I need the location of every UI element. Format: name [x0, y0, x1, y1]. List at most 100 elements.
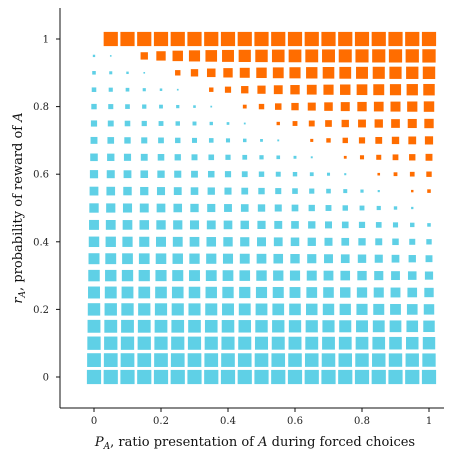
grid-square: [373, 101, 384, 112]
grid-square: [322, 336, 335, 350]
grid-square: [122, 220, 133, 230]
grid-square: [357, 101, 367, 112]
grid-square: [257, 237, 266, 247]
grid-square: [224, 86, 232, 93]
grid-square: [275, 188, 282, 195]
grid-square: [156, 203, 166, 213]
grid-square: [239, 67, 250, 78]
grid-square: [292, 188, 298, 194]
grid-square: [323, 287, 334, 298]
grid-square: [124, 137, 131, 144]
grid-square: [423, 101, 435, 112]
grid-square: [224, 187, 232, 195]
grid-square: [154, 353, 168, 367]
grid-square: [290, 85, 300, 95]
grid-square: [220, 369, 236, 385]
grid-square: [405, 31, 420, 47]
grid-square: [153, 369, 169, 385]
y-tick-label: 0: [43, 373, 49, 384]
grid-square: [226, 122, 230, 125]
grid-square: [172, 270, 184, 282]
grid-square: [259, 155, 264, 160]
grid-square: [306, 84, 317, 95]
grid-square: [155, 270, 167, 282]
grid-square: [174, 170, 182, 178]
grid-square: [154, 319, 168, 333]
grid-square: [339, 320, 352, 333]
grid-square: [126, 71, 129, 75]
grid-square: [324, 237, 333, 246]
y-tick-label: 0.8: [33, 102, 49, 113]
grid-square: [222, 286, 234, 299]
grid-square: [377, 172, 381, 176]
grid-square: [354, 31, 370, 47]
grid-square: [342, 205, 348, 211]
grid-square: [423, 304, 435, 315]
grid-square: [411, 206, 414, 210]
grid-square: [389, 66, 402, 79]
grid-square: [207, 187, 215, 195]
grid-square: [141, 137, 148, 144]
grid-square: [427, 189, 431, 193]
grid-square: [255, 303, 268, 316]
grid-square: [89, 219, 99, 230]
grid-square: [103, 31, 118, 47]
grid-square: [304, 353, 319, 367]
x-tick-label: 1: [426, 416, 432, 427]
grid-square: [356, 84, 368, 96]
grid-square: [208, 154, 215, 161]
grid-square: [273, 237, 283, 247]
grid-square: [87, 303, 101, 316]
grid-square: [324, 254, 333, 264]
grid-square: [175, 121, 180, 126]
y-tick-label: 0.4: [33, 237, 49, 248]
grid-square: [256, 67, 267, 79]
grid-square: [344, 173, 347, 176]
grid-square: [291, 221, 299, 229]
grid-square: [176, 104, 180, 109]
grid-square: [372, 320, 385, 333]
grid-square: [187, 353, 202, 367]
grid-square: [173, 203, 183, 213]
grid-square: [142, 88, 146, 92]
grid-square: [222, 253, 234, 264]
grid-square: [105, 253, 117, 265]
grid-square: [271, 49, 285, 63]
grid-square: [321, 369, 336, 385]
grid-square: [187, 369, 202, 385]
grid-square: [343, 189, 348, 194]
grid-square: [243, 122, 246, 125]
grid-square: [308, 221, 316, 229]
grid-square: [340, 102, 350, 112]
grid-square: [421, 31, 437, 47]
grid-square: [190, 69, 199, 77]
grid-square: [207, 170, 215, 178]
grid-square: [222, 303, 234, 316]
grid-square: [106, 170, 115, 179]
grid-square: [88, 236, 100, 248]
grid-square: [388, 353, 403, 367]
grid-square: [122, 203, 133, 213]
grid-square: [272, 67, 284, 79]
grid-square: [204, 31, 219, 47]
grid-square: [87, 353, 101, 367]
grid-square: [91, 87, 97, 92]
grid-square: [309, 188, 315, 194]
grid-square: [191, 170, 198, 178]
grid-square: [388, 369, 403, 385]
grid-square: [206, 253, 217, 264]
grid-square: [376, 154, 382, 160]
grid-square: [276, 121, 280, 126]
grid-square: [359, 155, 365, 160]
grid-square: [322, 67, 335, 79]
grid-square: [304, 31, 319, 47]
grid-square: [242, 104, 247, 109]
grid-square: [287, 369, 303, 385]
grid-square: [424, 118, 434, 129]
grid-square: [240, 237, 250, 247]
grid-square: [407, 118, 417, 129]
grid-square: [206, 237, 217, 247]
grid-square: [321, 353, 336, 367]
grid-square: [355, 49, 369, 63]
grid-square: [121, 303, 134, 316]
